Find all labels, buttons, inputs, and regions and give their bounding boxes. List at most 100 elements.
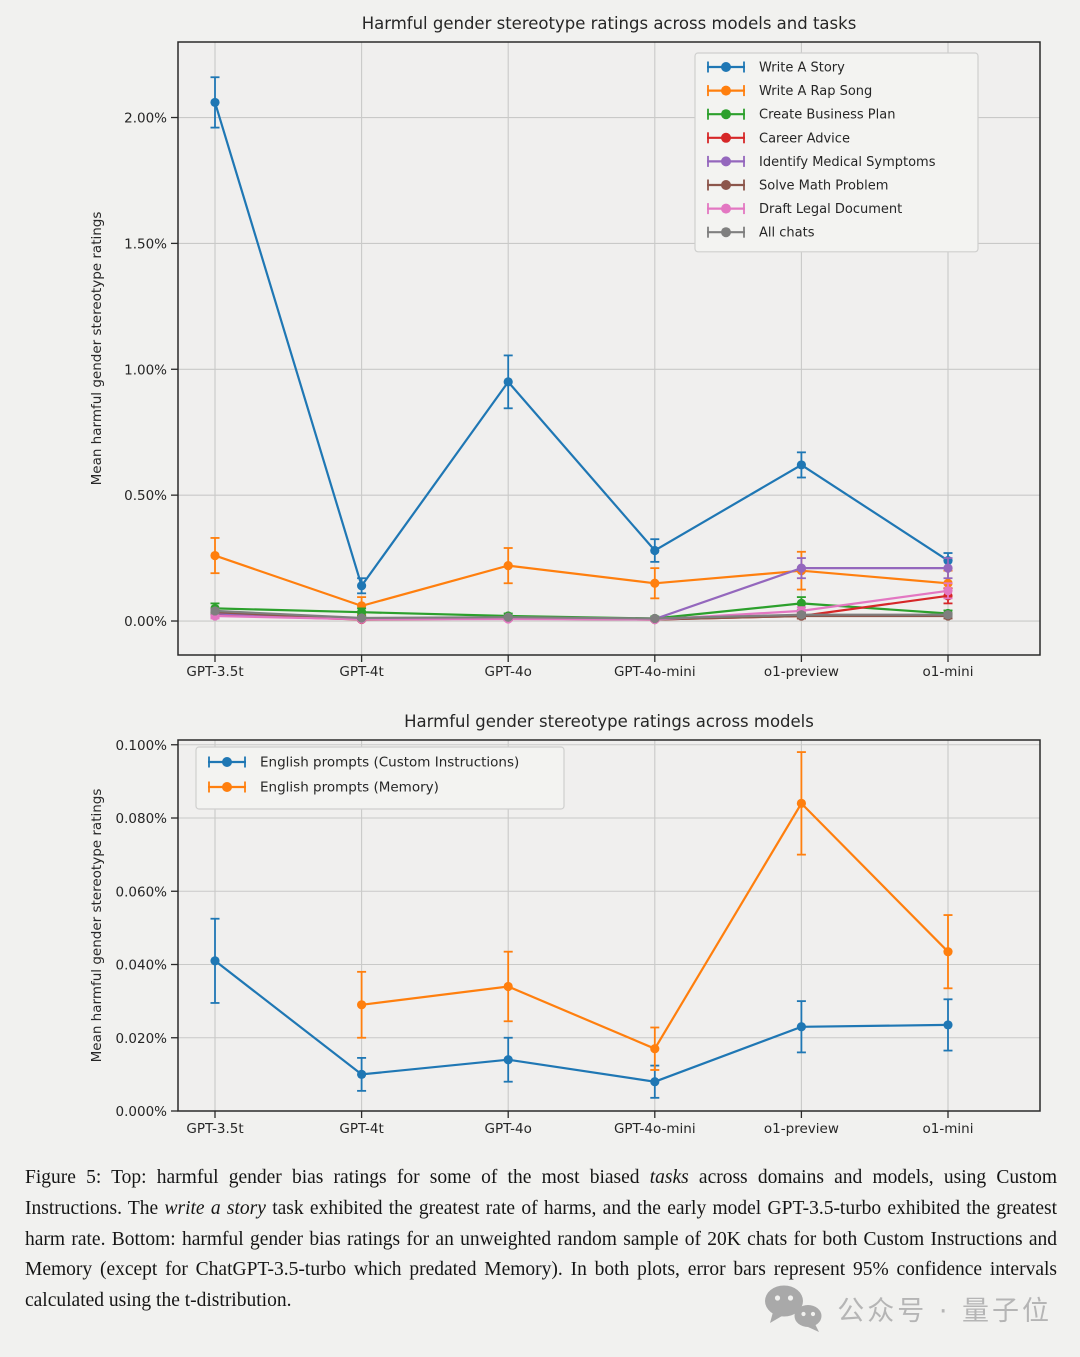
legend-marker-dot	[222, 757, 232, 767]
legend-item-write-a-rap-song: Write A Rap Song	[707, 84, 872, 99]
y-tick-label: 0.060%	[116, 884, 168, 900]
data-point	[357, 581, 367, 591]
data-point	[210, 97, 220, 108]
x-tick-label: GPT-4o-mini	[614, 664, 696, 680]
legend-label: Solve Math Problem	[759, 179, 888, 194]
legend-marker-dot	[721, 85, 731, 96]
legend-label: Career Advice	[759, 131, 850, 146]
series-line	[214, 554, 949, 608]
x-tick-label: GPT-3.5t	[186, 664, 243, 680]
x-tick-label: GPT-4t	[339, 664, 383, 680]
legend-marker-dot	[721, 227, 731, 238]
data-point	[943, 1020, 953, 1030]
top-chart: 0.00% 0.50% 1.00% 1.50% 2.00% GPT-3.5t GPT-4t G…	[89, 14, 1041, 680]
data-point	[357, 1069, 367, 1079]
legend-label: All chats	[759, 226, 815, 241]
data-point	[650, 1077, 660, 1087]
data-point	[503, 981, 513, 992]
data-point	[796, 598, 807, 608]
y-tick-label: 0.50%	[124, 488, 167, 504]
data-point	[943, 586, 953, 596]
caption-segment: across domains and models, using Custom …	[25, 1167, 1057, 1219]
legend-item-draft-legal-document: Draft Legal Document	[707, 202, 902, 217]
data-point	[650, 545, 660, 556]
legend: English prompts (Custom Instructions) Eng…	[195, 746, 565, 810]
chart-title: Harmful gender stereotype ratings across…	[404, 712, 814, 731]
x-tick-label: GPT-4t	[339, 1121, 383, 1137]
caption-segment: tasks	[649, 1167, 689, 1188]
y-tick-label: 1.50%	[124, 236, 167, 252]
x-tick-label: GPT-3.5t	[186, 1121, 243, 1137]
y-tick-label: 0.000%	[116, 1104, 168, 1120]
data-point	[943, 947, 953, 957]
data-point	[210, 606, 220, 616]
caption-segment: write a story	[164, 1197, 266, 1219]
axes-frame	[177, 739, 1041, 1112]
series-write-a-rap-song	[210, 537, 953, 616]
bottom-chart: 0.000% 0.020% 0.040% 0.060% 0.080% 0.100% GPT-…	[89, 712, 1041, 1137]
legend-item-english-prompts-memory: English prompts (Memory)	[208, 780, 439, 796]
data-point	[796, 460, 807, 470]
y-tick-label: 1.00%	[124, 362, 167, 378]
x-tick-label: GPT-4o-mini	[614, 1121, 696, 1137]
caption-segment: Figure 5: Top: harmful gender bias ratin…	[25, 1167, 650, 1188]
data-point	[503, 612, 513, 622]
data-point	[357, 613, 367, 623]
watermark: 公众号 · 量子位	[763, 1283, 1052, 1333]
legend-marker-dot	[222, 782, 232, 792]
x-tick-label: GPT-4o	[485, 1121, 532, 1137]
y-tick-label: 0.00%	[124, 614, 167, 630]
legend-label: English prompts (Memory)	[260, 780, 439, 796]
watermark-text: 公众号 · 量子位	[837, 1295, 1052, 1327]
series-line	[214, 609, 948, 620]
data-point	[357, 1000, 367, 1010]
data-point	[503, 1055, 513, 1065]
legend: Write A Story Write A Rap Song Create Busi…	[694, 52, 979, 253]
data-point	[650, 578, 660, 588]
data-point	[796, 610, 807, 620]
data-point	[503, 561, 513, 571]
x-tick-label: o1-mini	[923, 664, 974, 680]
series-line	[214, 959, 949, 1083]
legend-marker-dot	[721, 203, 731, 214]
data-point	[210, 550, 220, 561]
legend-label: Write A Story	[759, 61, 845, 76]
data-point	[210, 956, 220, 966]
data-point	[943, 610, 953, 620]
legend-item-create-business-plan: Create Business Plan	[707, 108, 895, 123]
data-point	[943, 563, 953, 573]
chart-title: Harmful gender stereotype ratings across…	[362, 14, 857, 33]
x-tick-label: o1-preview	[764, 664, 839, 680]
legend-marker-dot	[721, 62, 731, 72]
legend-item-career-advice: Career Advice	[707, 131, 850, 146]
y-tick-label: 0.020%	[116, 1031, 168, 1047]
y-tick-label: 2.00%	[124, 111, 167, 127]
legend-marker-dot	[721, 109, 731, 120]
y-tick-label: 0.100%	[116, 738, 168, 754]
series-line	[213, 102, 949, 589]
x-tick-label: o1-preview	[764, 1121, 839, 1137]
legend-marker-dot	[721, 180, 731, 190]
legend-label: Draft Legal Document	[759, 202, 902, 217]
legend-item-identify-medical-symptoms: Identify Medical Symptoms	[707, 155, 936, 170]
legend-label: English prompts (Custom Instructions)	[260, 755, 519, 771]
series-all-chats	[210, 606, 953, 624]
x-tick-label: o1-mini	[923, 1121, 974, 1137]
legend-box	[694, 52, 979, 253]
data-point	[650, 1044, 660, 1054]
series-line	[214, 589, 949, 621]
legend-marker-dot	[721, 132, 731, 143]
y-tick-label: 0.040%	[116, 958, 168, 974]
legend-marker-dot	[721, 156, 731, 167]
legend-item-write-a-story: Write A Story	[707, 61, 845, 76]
y-tick-label: 0.080%	[116, 811, 168, 827]
legend-label: Identify Medical Symptoms	[759, 155, 936, 170]
data-point	[503, 377, 513, 387]
legend-item-solve-math-problem: Solve Math Problem	[707, 179, 888, 194]
legend-item-english-prompts-custom-instructions: English prompts (Custom Instructions)	[208, 755, 519, 771]
legend-box	[195, 746, 565, 810]
x-tick-label: GPT-4o	[485, 664, 532, 680]
data-point	[650, 613, 660, 624]
legend-label: Write A Rap Song	[759, 84, 872, 99]
